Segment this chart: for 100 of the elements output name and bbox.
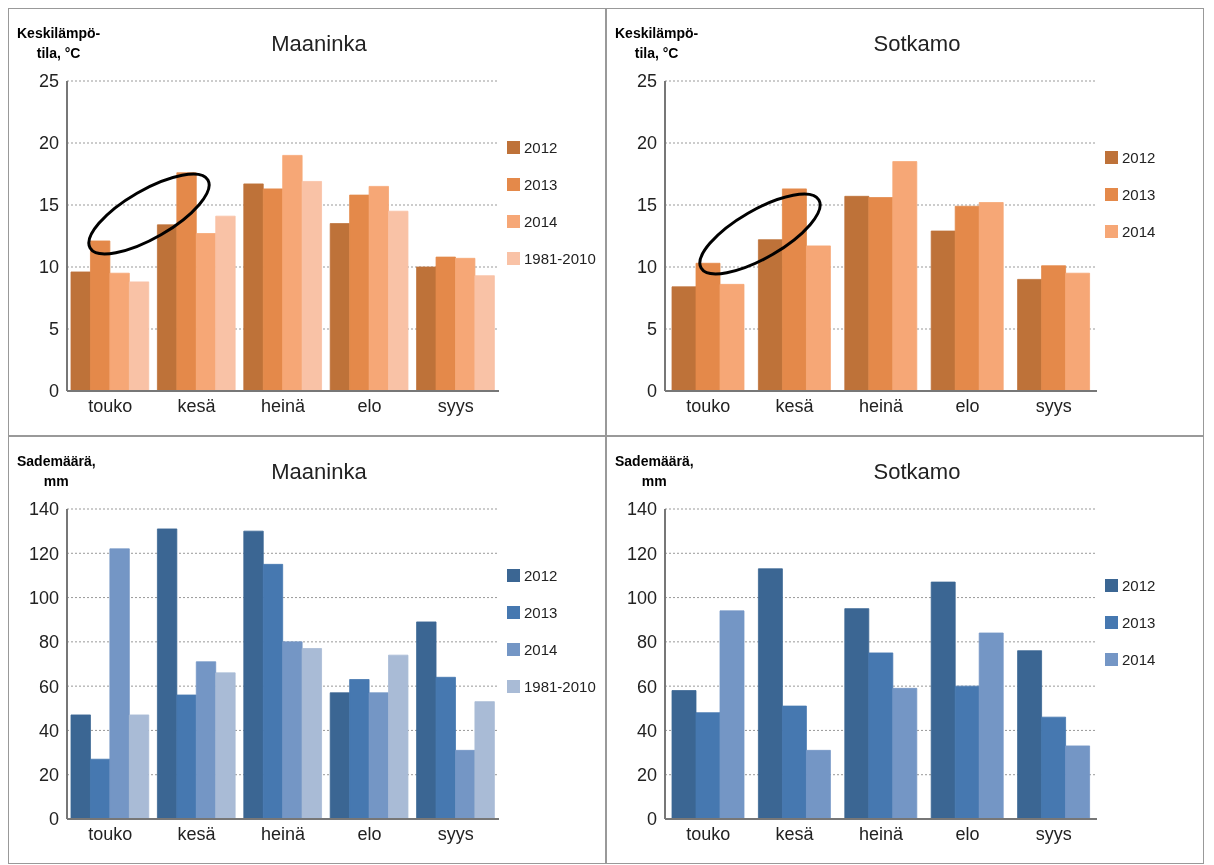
bar: [262, 563, 284, 819]
bar: [70, 714, 91, 819]
legend-label: 2012: [1121, 148, 1156, 168]
bar: [671, 286, 697, 391]
x-tick-label: touko: [686, 395, 731, 416]
bar: [892, 687, 918, 819]
bar: [930, 230, 956, 391]
bar: [671, 690, 697, 819]
bar: [282, 641, 303, 819]
x-tick-label: elo: [955, 395, 980, 416]
legend-label: 2012: [523, 138, 559, 158]
y-tick-label: 140: [28, 499, 59, 520]
bar: [1065, 272, 1091, 391]
y-tick-label: 60: [38, 676, 59, 697]
legend-label: 2013: [523, 603, 559, 623]
bar: [329, 223, 351, 391]
x-tick-label: kesä: [177, 823, 217, 844]
y-tick-label: 0: [646, 809, 657, 830]
bar: [435, 256, 456, 391]
y-tick-label: 40: [636, 720, 657, 741]
bar: [89, 240, 111, 391]
bar: [868, 652, 894, 819]
bar: [474, 701, 495, 819]
legend-label: 2014: [523, 212, 559, 232]
bar: [176, 694, 197, 819]
bar: [757, 568, 783, 819]
bar: [978, 632, 1004, 819]
x-tick-label: heinä: [858, 395, 905, 416]
bar: [474, 275, 495, 391]
x-tick-label: heinä: [260, 395, 307, 416]
bar: [109, 548, 130, 819]
bar: [329, 692, 351, 819]
bar: [892, 161, 918, 391]
bar: [128, 281, 150, 391]
bar: [757, 239, 783, 391]
y-tick-label: 5: [646, 319, 657, 340]
bar: [454, 749, 476, 819]
x-tick-label: kesä: [177, 395, 217, 416]
bar: [781, 188, 807, 391]
y-tick-label: 25: [636, 71, 657, 92]
bar: [195, 233, 217, 391]
bar: [454, 257, 476, 391]
bar: [719, 283, 745, 391]
legend-label: 2013: [523, 175, 559, 195]
y-tick-label: 20: [636, 765, 657, 786]
bar: [195, 661, 217, 819]
legend-label: 2012: [523, 566, 559, 586]
y-tick-label: 10: [636, 257, 657, 278]
y-tick-label: 0: [646, 381, 657, 402]
x-tick-label: syys: [437, 823, 474, 844]
chart-title: Maaninka: [271, 31, 367, 56]
bar: [128, 714, 150, 819]
legend-label: 2014: [523, 640, 559, 660]
y-tick-label: 120: [626, 543, 657, 564]
x-tick-label: elo: [955, 823, 980, 844]
bar: [805, 245, 831, 391]
bar: [930, 581, 956, 819]
y-tick-label: 60: [636, 676, 657, 697]
bar: [176, 172, 197, 391]
x-tick-label: touko: [88, 823, 133, 844]
bar: [368, 185, 390, 391]
y-tick-label: 80: [636, 632, 657, 653]
y-tick-label: 10: [38, 257, 59, 278]
y-tick-label: 80: [38, 632, 59, 653]
y-tick-label: 100: [28, 587, 59, 608]
bar: [89, 758, 111, 819]
x-tick-label: elo: [357, 823, 382, 844]
chart-title: Sotkamo: [873, 31, 961, 56]
y-tick-label: 20: [636, 133, 657, 154]
legend-label: 2013: [1121, 613, 1156, 633]
x-tick-label: kesä: [775, 823, 815, 844]
bar: [844, 195, 870, 391]
bar: [416, 266, 437, 391]
legend-label: 1981-2010: [523, 677, 596, 697]
bar: [388, 210, 409, 391]
bar: [109, 272, 130, 391]
x-tick-label: elo: [357, 395, 382, 416]
y-tick-label: 25: [38, 71, 59, 92]
legend-label: 2012: [1121, 576, 1156, 596]
bar: [416, 621, 437, 819]
y-tick-label: 40: [38, 720, 59, 741]
x-tick-label: syys: [1035, 395, 1072, 416]
bar: [868, 197, 894, 391]
bar: [954, 205, 980, 391]
chart-title: Sotkamo: [873, 459, 961, 484]
chart-title: Maaninka: [271, 459, 367, 484]
bar: [1017, 278, 1043, 391]
bar: [243, 183, 264, 391]
y-tick-label: 0: [48, 809, 59, 830]
legend-label: 2014: [1121, 222, 1156, 242]
bar: [954, 685, 980, 819]
x-tick-label: syys: [437, 395, 474, 416]
y-tick-label: 140: [626, 499, 657, 520]
bar: [1065, 745, 1091, 819]
legend-label: 1981-2010: [523, 249, 596, 269]
y-tick-label: 15: [38, 195, 59, 216]
y-tick-label: 20: [38, 765, 59, 786]
bar: [301, 648, 323, 819]
y-axis-title: Sademäärä, mm: [17, 452, 96, 491]
x-tick-label: touko: [88, 395, 133, 416]
